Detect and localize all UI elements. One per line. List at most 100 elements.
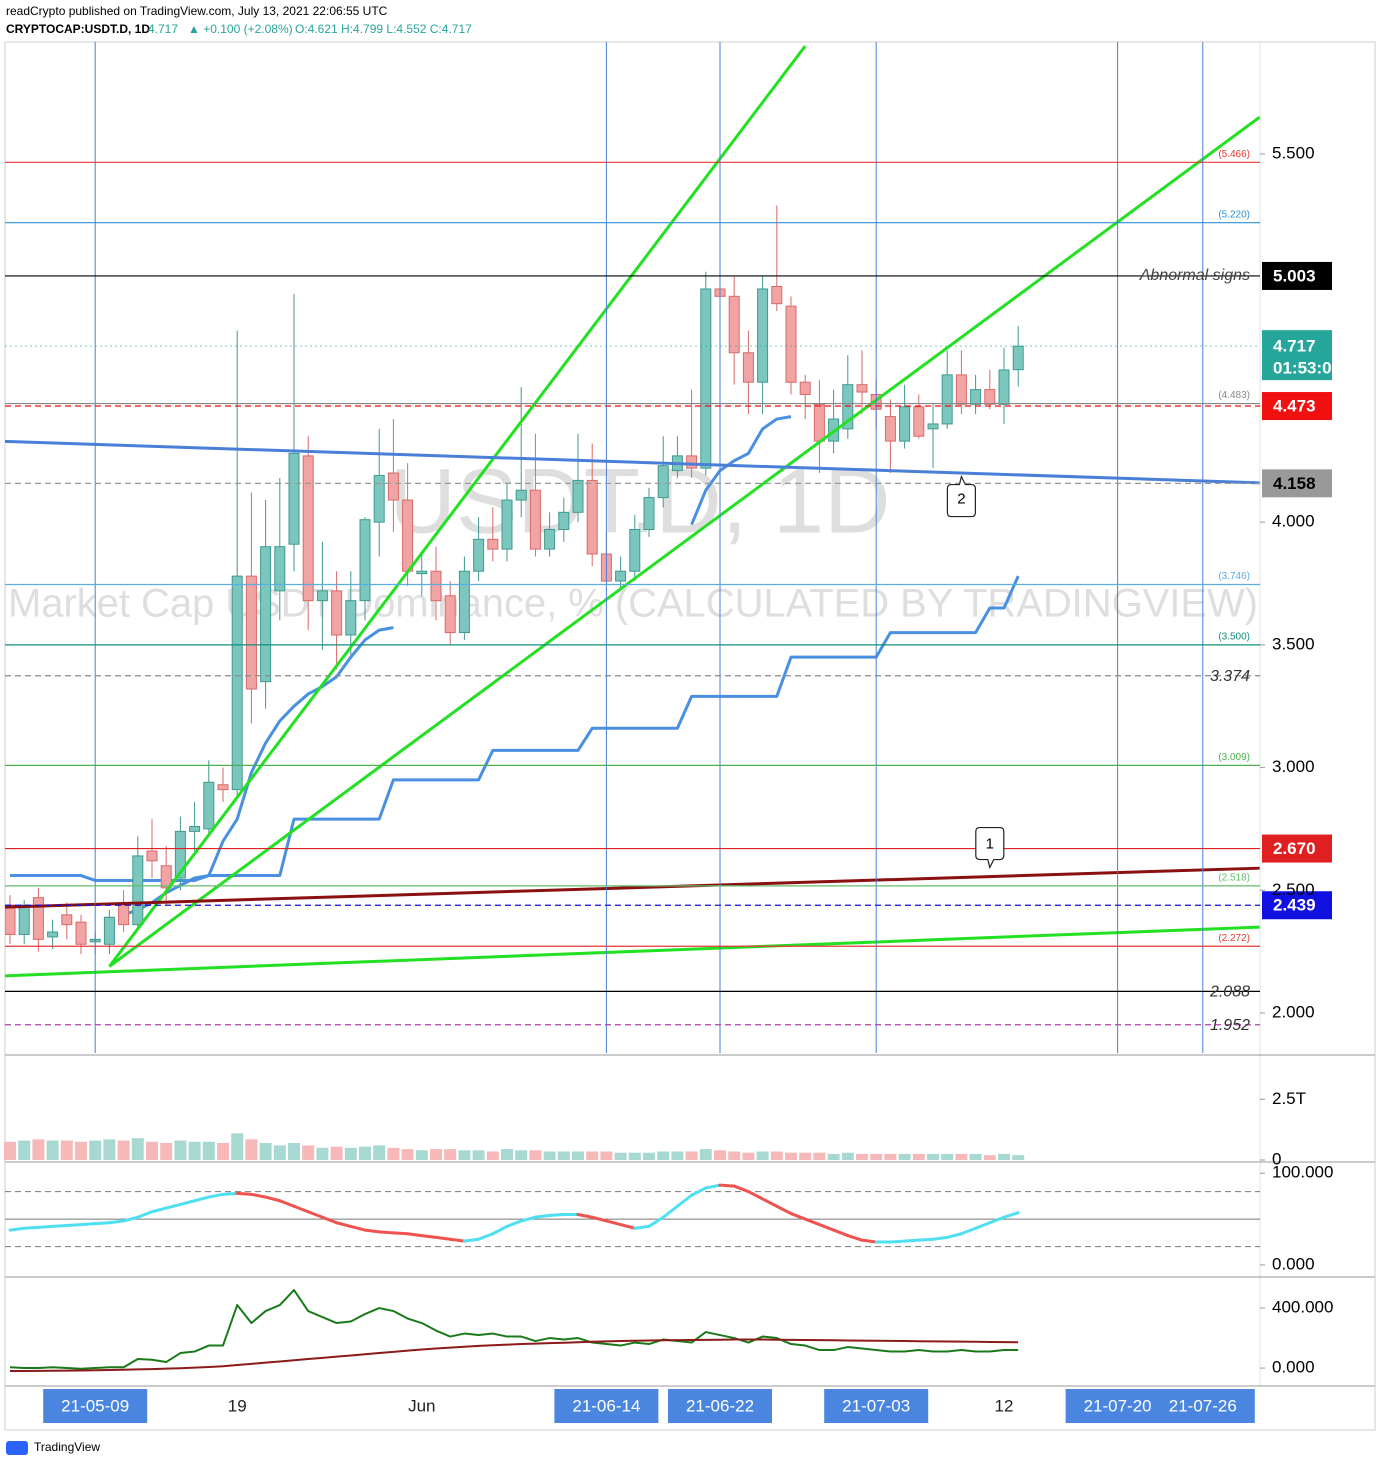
candle-body [771, 286, 783, 305]
candle-body [529, 489, 541, 550]
oscillator-segment [576, 1213, 594, 1219]
oscillator-segment [633, 1224, 651, 1230]
pane-line [10, 1338, 1019, 1373]
volume-bar [146, 1141, 158, 1160]
volume-bar [131, 1138, 144, 1160]
trend-line [108, 45, 807, 968]
candle-body [444, 595, 456, 634]
oscillator-segment [675, 1193, 694, 1208]
candle-body [430, 570, 442, 602]
oscillator-segment [647, 1215, 665, 1228]
volume-bar [941, 1153, 954, 1160]
candle-body [615, 570, 627, 582]
callout [975, 826, 1005, 870]
candle-body [458, 570, 470, 634]
candle-body [629, 528, 641, 572]
oscillator-segment [533, 1213, 552, 1219]
volume-bar [117, 1140, 130, 1160]
volume-bar [685, 1151, 698, 1160]
pane-tick-label: 0.000 [1272, 1358, 1315, 1377]
volume-bar [458, 1150, 471, 1160]
volume-bar [600, 1151, 613, 1160]
volume-bar [18, 1140, 31, 1160]
callout-text: 2 [957, 491, 965, 508]
volume-bar [643, 1152, 655, 1160]
volume-bar [217, 1143, 229, 1160]
candle-body [47, 931, 59, 938]
volume-bar [486, 1151, 499, 1160]
volume-bar [799, 1152, 812, 1160]
volume-bar [813, 1152, 826, 1160]
oscillator-segment [505, 1219, 523, 1228]
volume-bar [174, 1140, 187, 1160]
time-label: 21-07-26 [1169, 1396, 1237, 1415]
level-label: (5.466) [1218, 149, 1250, 160]
time-label: 21-07-20 [1084, 1396, 1152, 1415]
price-badge [1262, 834, 1332, 863]
level-label: (3.746) [1218, 571, 1250, 582]
volume-bar [628, 1152, 641, 1160]
volume-bar [927, 1153, 939, 1160]
oscillator-segment [519, 1215, 537, 1223]
oscillator-segment [264, 1195, 282, 1203]
candle-body [132, 855, 144, 926]
watermark-subtitle: Market Cap USDT Dominance, % (CALCULATED… [8, 582, 1258, 626]
oscillator-segment [292, 1204, 310, 1214]
volume-bar [827, 1153, 840, 1160]
oscillator-segment [22, 1225, 40, 1230]
candle-body [146, 850, 158, 862]
oscillator-segment [732, 1184, 750, 1194]
candle-body [899, 406, 911, 442]
footer-text: TradingView [34, 1440, 100, 1454]
candle-body [884, 416, 896, 442]
oscillator-segment [249, 1192, 268, 1199]
volume-bar [699, 1149, 712, 1160]
y-tick-label: 5.500 [1272, 143, 1315, 162]
volume-bar [841, 1152, 854, 1160]
publisher: readCrypto published on TradingView.com,… [6, 4, 388, 18]
last-price: 4.717 [148, 22, 178, 36]
footer: TradingView [6, 1440, 100, 1455]
candle-body [955, 374, 967, 405]
price-badge-label: 4.717 [1273, 337, 1316, 356]
volume-bar [444, 1149, 457, 1160]
volume-bar [89, 1140, 102, 1160]
candle-body [402, 499, 414, 572]
volume-bar [46, 1140, 59, 1160]
price-badge-label: 2.670 [1273, 839, 1316, 858]
pane-tick-label: 0.000 [1272, 1254, 1315, 1273]
candle-body [501, 499, 513, 550]
oscillator-segment [619, 1223, 637, 1230]
oscillator-segment [377, 1230, 395, 1235]
price-badge [1262, 330, 1332, 381]
price-badge-label: 5.003 [1273, 266, 1316, 285]
oscillator-segment [8, 1226, 26, 1232]
callout [946, 474, 976, 518]
oscillator-segment [363, 1228, 381, 1234]
volume-bar [728, 1151, 741, 1160]
pane: 100.000 0.000 [5, 1163, 1333, 1273]
candle-body [203, 781, 215, 830]
pane-tick-label: 0 [1272, 1149, 1281, 1168]
candle-body [302, 455, 314, 602]
time-label: 19 [228, 1396, 247, 1415]
candle-body [487, 538, 499, 550]
volume-bar [898, 1153, 911, 1160]
oscillator-segment [79, 1222, 97, 1227]
oscillator-segment [548, 1213, 566, 1217]
candle-body [941, 374, 953, 425]
oscillator-segment [136, 1210, 154, 1219]
level-label: (3.500) [1218, 631, 1250, 642]
candle-body [728, 295, 740, 354]
oscillator-segment [704, 1183, 722, 1190]
oscillator-segment [335, 1221, 353, 1228]
candle-body [217, 784, 229, 791]
oscillator-segment [221, 1191, 239, 1196]
volume-bar [912, 1153, 925, 1160]
candle-body [32, 897, 44, 940]
oscillator-segment [761, 1197, 779, 1208]
oscillator-segment [945, 1232, 963, 1239]
indicator-line [690, 415, 792, 526]
